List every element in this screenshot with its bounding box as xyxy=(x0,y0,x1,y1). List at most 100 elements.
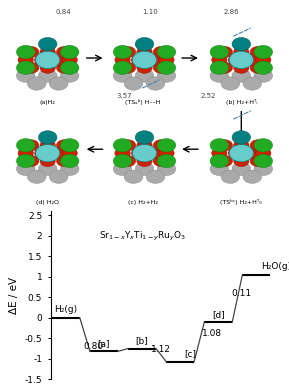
Circle shape xyxy=(243,77,262,90)
Circle shape xyxy=(250,156,266,167)
Circle shape xyxy=(254,61,273,74)
Circle shape xyxy=(157,61,176,74)
Circle shape xyxy=(120,140,136,151)
Text: 2.52: 2.52 xyxy=(200,93,216,99)
Text: H₂O(g): H₂O(g) xyxy=(262,262,289,271)
Circle shape xyxy=(34,148,50,159)
Circle shape xyxy=(60,69,79,83)
Circle shape xyxy=(217,62,233,73)
Circle shape xyxy=(60,138,79,152)
Circle shape xyxy=(36,51,60,68)
Circle shape xyxy=(234,156,249,167)
Circle shape xyxy=(234,62,249,73)
Text: 0.80: 0.80 xyxy=(84,343,104,352)
Text: Sr$_{1-x}$Y$_x$Ti$_{1-y}$Ru$_y$O$_3$: Sr$_{1-x}$Y$_x$Ti$_{1-y}$Ru$_y$O$_3$ xyxy=(99,230,186,243)
Circle shape xyxy=(250,140,266,151)
Circle shape xyxy=(40,156,55,167)
Text: [b]: [b] xyxy=(136,336,149,345)
Circle shape xyxy=(210,154,229,168)
Text: [d]: [d] xyxy=(212,310,225,319)
Circle shape xyxy=(49,170,68,183)
Circle shape xyxy=(38,38,57,51)
Circle shape xyxy=(210,162,229,176)
Circle shape xyxy=(243,170,262,183)
Circle shape xyxy=(159,148,174,159)
Circle shape xyxy=(120,156,136,167)
Text: 3.57: 3.57 xyxy=(116,93,132,99)
Circle shape xyxy=(36,145,60,162)
Text: 1.10: 1.10 xyxy=(142,9,158,14)
Circle shape xyxy=(254,45,273,59)
Circle shape xyxy=(229,145,253,162)
Circle shape xyxy=(244,54,260,65)
Circle shape xyxy=(228,148,244,159)
Circle shape xyxy=(60,154,79,168)
Circle shape xyxy=(27,170,46,183)
Circle shape xyxy=(153,47,169,57)
Circle shape xyxy=(51,148,66,159)
Circle shape xyxy=(60,162,79,176)
Circle shape xyxy=(56,62,72,73)
Circle shape xyxy=(38,131,57,144)
Circle shape xyxy=(113,154,132,168)
Circle shape xyxy=(56,47,72,57)
Circle shape xyxy=(137,47,152,57)
Circle shape xyxy=(250,47,266,57)
Circle shape xyxy=(255,54,271,65)
Circle shape xyxy=(38,69,57,83)
Circle shape xyxy=(234,47,249,57)
Circle shape xyxy=(217,156,233,167)
Circle shape xyxy=(56,156,72,167)
Circle shape xyxy=(244,148,260,159)
Circle shape xyxy=(135,69,154,83)
Circle shape xyxy=(62,54,77,65)
Circle shape xyxy=(221,77,240,90)
Circle shape xyxy=(153,140,169,151)
Circle shape xyxy=(27,77,46,90)
Circle shape xyxy=(159,54,174,65)
Circle shape xyxy=(153,62,169,73)
Circle shape xyxy=(113,69,132,83)
Circle shape xyxy=(124,77,143,90)
Circle shape xyxy=(254,69,273,83)
Circle shape xyxy=(254,138,273,152)
Circle shape xyxy=(228,54,244,65)
Circle shape xyxy=(16,162,35,176)
Circle shape xyxy=(137,156,152,167)
Circle shape xyxy=(254,162,273,176)
Circle shape xyxy=(132,145,157,162)
Circle shape xyxy=(16,61,35,74)
Circle shape xyxy=(115,54,130,65)
Text: (a)H₂: (a)H₂ xyxy=(40,100,55,105)
Circle shape xyxy=(137,140,152,151)
Circle shape xyxy=(137,62,152,73)
Text: 1.12: 1.12 xyxy=(151,345,171,354)
Circle shape xyxy=(18,148,34,159)
Circle shape xyxy=(148,148,163,159)
Circle shape xyxy=(23,62,39,73)
Circle shape xyxy=(60,61,79,74)
Circle shape xyxy=(62,148,77,159)
Circle shape xyxy=(210,69,229,83)
Text: [a]: [a] xyxy=(98,339,110,348)
Circle shape xyxy=(56,140,72,151)
Circle shape xyxy=(232,69,251,83)
Circle shape xyxy=(113,162,132,176)
Circle shape xyxy=(135,38,154,51)
Circle shape xyxy=(157,138,176,152)
Circle shape xyxy=(157,162,176,176)
Circle shape xyxy=(120,62,136,73)
Text: (d) H₂O: (d) H₂O xyxy=(36,200,59,205)
Circle shape xyxy=(40,47,55,57)
Circle shape xyxy=(113,61,132,74)
Circle shape xyxy=(60,45,79,59)
Circle shape xyxy=(16,138,35,152)
Circle shape xyxy=(212,148,227,159)
Circle shape xyxy=(49,77,68,90)
Circle shape xyxy=(124,170,143,183)
Circle shape xyxy=(146,170,165,183)
Text: 1.08: 1.08 xyxy=(202,329,222,338)
Circle shape xyxy=(40,140,55,151)
Circle shape xyxy=(51,54,66,65)
Text: [c]: [c] xyxy=(184,349,196,359)
